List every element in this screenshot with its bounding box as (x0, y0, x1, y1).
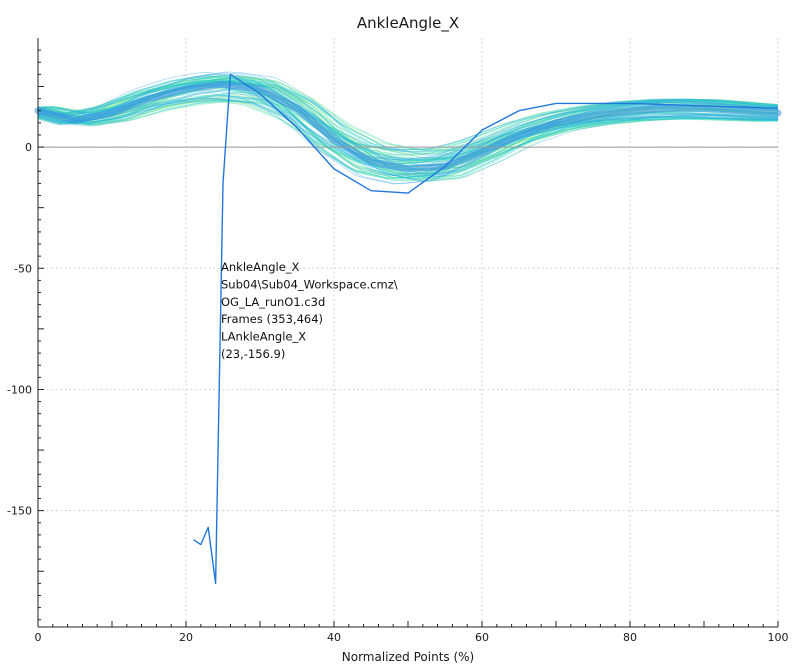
y-tick-label: -50 (14, 262, 32, 275)
x-tick-label: 0 (35, 631, 42, 644)
trial-curve (37, 87, 779, 182)
y-tick-label: -100 (7, 383, 32, 396)
tooltip-line: (23,-156.9) (221, 347, 285, 361)
trial-curve (37, 97, 779, 165)
trial-curve (37, 100, 779, 162)
trial-curve (37, 82, 779, 181)
y-tick-label: -150 (7, 505, 32, 518)
tooltip-line: OG_LA_runO1.c3d (221, 295, 325, 309)
trial-curve (37, 81, 779, 182)
trial-curve (37, 75, 779, 162)
trial-curve (37, 99, 778, 164)
y-tick-label: 0 (25, 141, 32, 154)
trial-curve (37, 81, 779, 152)
mean-band (34, 80, 782, 173)
tooltip-line: LAnkleAngle_X (221, 330, 306, 344)
trial-curve (37, 80, 779, 151)
trial-curve (37, 88, 779, 176)
trial-curve (37, 78, 779, 161)
trial-curve (37, 97, 779, 165)
highlight-curve[interactable] (193, 73, 779, 585)
trial-curve (37, 98, 779, 161)
x-tick-label: 60 (475, 631, 489, 644)
trial-curve (37, 100, 779, 161)
trial-curve-bundle (34, 71, 782, 185)
trial-curve (37, 81, 779, 150)
trial-curve (37, 99, 779, 162)
x-tick-label: 80 (623, 631, 637, 644)
trial-curve (37, 71, 779, 176)
tooltip-line: Sub04\Sub04_Workspace.cmz\ (221, 277, 398, 291)
tick-labels: 0 20 40 60 80 100 0 -50 -100 -150 (7, 141, 788, 644)
trial-curve (37, 96, 779, 161)
trial-curve (37, 71, 779, 175)
trial-curve (37, 80, 779, 156)
tooltip-line: Frames (353,464) (221, 312, 323, 326)
trial-curve (37, 100, 779, 163)
grid-lines (37, 38, 779, 627)
trial-curve (37, 80, 779, 156)
trial-curve (37, 74, 779, 163)
trial-curve (37, 89, 779, 180)
highlight-series-line[interactable] (193, 73, 779, 585)
trial-curve (37, 99, 779, 163)
x-tick-label: 100 (768, 631, 789, 644)
trial-curve (37, 83, 779, 151)
trial-curve (37, 72, 779, 177)
trial-curve (37, 80, 779, 151)
trial-curve (37, 98, 779, 165)
trial-curve (37, 99, 779, 162)
trial-curve (37, 97, 779, 167)
axes (37, 38, 779, 628)
chart-title: AnkleAngle_X (357, 14, 459, 33)
trial-curve (37, 79, 779, 154)
trial-curve (37, 74, 779, 175)
x-tick-label: 20 (179, 631, 193, 644)
trial-curve (37, 93, 779, 164)
trial-curve (37, 81, 779, 165)
x-tick-label: 40 (327, 631, 341, 644)
trial-curve (37, 97, 779, 161)
tooltip: AnkleAngle_X Sub04\Sub04_Workspace.cmz\ OG… (221, 260, 398, 361)
tooltip-line: AnkleAngle_X (221, 260, 300, 274)
x-axis-label: Normalized Points (%) (342, 650, 475, 664)
